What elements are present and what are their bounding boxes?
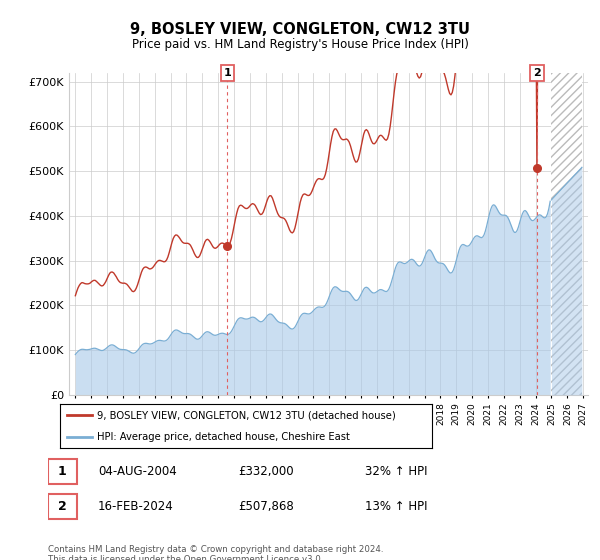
Text: 1: 1	[58, 465, 67, 478]
Text: £332,000: £332,000	[238, 465, 294, 478]
Text: 32% ↑ HPI: 32% ↑ HPI	[365, 465, 427, 478]
Text: 1: 1	[224, 68, 232, 78]
Text: 16-FEB-2024: 16-FEB-2024	[98, 500, 174, 514]
Text: 2: 2	[58, 500, 67, 514]
Text: 13% ↑ HPI: 13% ↑ HPI	[365, 500, 427, 514]
FancyBboxPatch shape	[48, 459, 77, 484]
FancyBboxPatch shape	[48, 494, 77, 520]
Text: 9, BOSLEY VIEW, CONGLETON, CW12 3TU: 9, BOSLEY VIEW, CONGLETON, CW12 3TU	[130, 22, 470, 38]
Text: HPI: Average price, detached house, Cheshire East: HPI: Average price, detached house, Ches…	[97, 432, 350, 442]
Text: £507,868: £507,868	[238, 500, 294, 514]
Text: Contains HM Land Registry data © Crown copyright and database right 2024.
This d: Contains HM Land Registry data © Crown c…	[48, 545, 383, 560]
Text: 04-AUG-2004: 04-AUG-2004	[98, 465, 177, 478]
Text: Price paid vs. HM Land Registry's House Price Index (HPI): Price paid vs. HM Land Registry's House …	[131, 38, 469, 50]
Text: 2: 2	[533, 68, 541, 78]
Text: 9, BOSLEY VIEW, CONGLETON, CW12 3TU (detached house): 9, BOSLEY VIEW, CONGLETON, CW12 3TU (det…	[97, 410, 396, 420]
Bar	[551, 73, 582, 395]
